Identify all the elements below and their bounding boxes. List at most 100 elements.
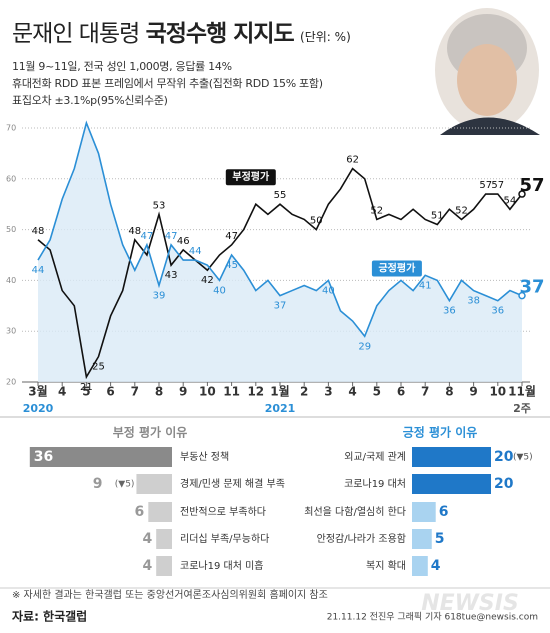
value-label: 51: [431, 211, 444, 222]
value-label: 47: [141, 231, 154, 242]
value-label: 39: [153, 290, 166, 301]
category-label: 코로나19 대처 미흡: [180, 559, 263, 572]
x-tick-label: 11: [223, 385, 240, 399]
bar: [412, 529, 432, 549]
x-tick-label: 7: [421, 385, 429, 399]
header: 문재인 대통령 국정수행 지지도 (단위: %) 11월 9~11일, 전국 성…: [12, 14, 351, 109]
x-tick-label: 9: [469, 385, 477, 399]
x-tick-label: 8: [155, 385, 163, 399]
value-label: 48: [32, 226, 45, 237]
value-label: 5: [435, 531, 445, 547]
value-label: 46: [177, 236, 190, 247]
value-label: 57: [491, 180, 504, 191]
category-label: 부동산 정책: [180, 451, 229, 463]
x-tick-label: 6: [106, 385, 114, 399]
title-bold: 국정수행 지지도: [145, 21, 295, 47]
value-label: 4: [142, 531, 152, 547]
category-label: 외교/국제 관계: [344, 451, 406, 463]
x-tick-label: 2: [300, 385, 308, 399]
value-label: 44: [189, 246, 202, 257]
value-label: 52: [370, 205, 383, 216]
source: 자료: 한국갤럽: [12, 609, 87, 624]
value-label: 55: [274, 190, 287, 201]
value-label: 20: [494, 476, 514, 492]
value-label: 4: [431, 558, 441, 574]
note: 11월 9~11일, 전국 성인 1,000명, 응답률 14%: [12, 60, 232, 73]
category-label: 안정감/나라가 조용함: [317, 533, 406, 545]
legend-label: 긍정평가: [378, 262, 416, 275]
x-tick-label: 1월: [270, 384, 289, 399]
bar: [136, 474, 172, 494]
value-label: 21: [80, 382, 93, 393]
end-point: [518, 291, 526, 300]
value-label: 38: [467, 296, 480, 307]
portrait-placeholder: [435, 8, 540, 135]
value-label: 57: [519, 175, 544, 196]
category-label: 복지 확대: [366, 560, 406, 572]
value-label: 45: [225, 260, 238, 271]
y-tick-label: 20: [6, 378, 16, 387]
category-label: 리더십 부족/무능하다: [180, 532, 269, 545]
y-tick-label: 40: [6, 276, 16, 285]
x-sublabel: 2주: [513, 402, 531, 415]
bar: [412, 556, 428, 576]
value-label: 47: [225, 231, 238, 242]
bar: [156, 556, 172, 576]
x-tick-label: 3월: [28, 384, 47, 399]
value-label: 57: [479, 180, 492, 191]
value-label: 44: [32, 265, 45, 276]
x-tick-label: 11월: [508, 384, 536, 399]
x-tick-label: 4: [348, 385, 356, 399]
value-label: 42: [201, 275, 214, 286]
value-label: 6: [439, 504, 449, 520]
y-tick-label: 70: [6, 124, 16, 133]
credit: 21.11.12 전진우 그래픽 기자 618tue@newsis.com: [327, 612, 538, 623]
value-label: 43: [165, 270, 178, 281]
x-sublabel: 2021: [265, 402, 296, 415]
category-label: 코로나19 대처: [344, 478, 406, 490]
legend-box: [225, 169, 276, 186]
value-label: 36: [34, 449, 53, 465]
value-label: 36: [491, 306, 504, 317]
area: [38, 122, 522, 383]
value-label: 25: [92, 362, 105, 373]
x-tick-label: 9: [179, 385, 187, 399]
value-label: 6: [135, 504, 145, 520]
value-label: 54: [504, 195, 517, 206]
notes: 11월 9~11일, 전국 성인 1,000명, 응답률 14% 휴대전화 RD…: [12, 58, 351, 109]
value-label: 50: [310, 216, 323, 227]
section-title: 부정 평가 이유: [113, 425, 188, 440]
value-label: 40: [213, 285, 226, 296]
value-label: 9: [93, 476, 103, 492]
change-label: (▼5): [115, 480, 135, 490]
x-tick-label: 12: [247, 385, 264, 399]
end-point: [518, 190, 526, 198]
x-tick-label: 6: [397, 385, 405, 399]
value-label: 37: [519, 277, 544, 298]
x-tick-label: 7: [131, 385, 139, 399]
bar: [148, 502, 172, 522]
unit: (단위: %): [300, 30, 351, 44]
title: 문재인 대통령 국정수행 지지도 (단위: %): [12, 14, 351, 48]
category-label: 경제/민생 문제 해결 부족: [180, 477, 285, 490]
value-label: 40: [322, 285, 335, 296]
value-label: 41: [419, 280, 432, 291]
y-tick-label: 60: [6, 174, 16, 183]
value-label: 52: [455, 205, 468, 216]
value-label: 62: [346, 155, 359, 166]
value-label: 53: [153, 200, 166, 211]
value-label: 48: [128, 226, 141, 237]
line: [37, 167, 523, 380]
x-tick-label: 10: [489, 385, 506, 399]
section-title: 긍정 평가 이유: [403, 425, 478, 440]
bar: [29, 447, 172, 467]
footnote: ※ 자세한 결과는 한국갤럽 또는 중앙선거여론조사심의위원회 홈페이지 참조: [12, 588, 328, 601]
note: 표집오차 ±3.1%p(95%신뢰수준): [12, 94, 168, 107]
note: 휴대전화 RDD 표본 프레임에서 무작위 추출(집전화 RDD 15% 포함): [12, 77, 323, 90]
x-tick-label: 5: [82, 385, 90, 399]
value-label: 29: [358, 341, 371, 352]
line: [37, 120, 523, 338]
bar: [156, 529, 172, 549]
